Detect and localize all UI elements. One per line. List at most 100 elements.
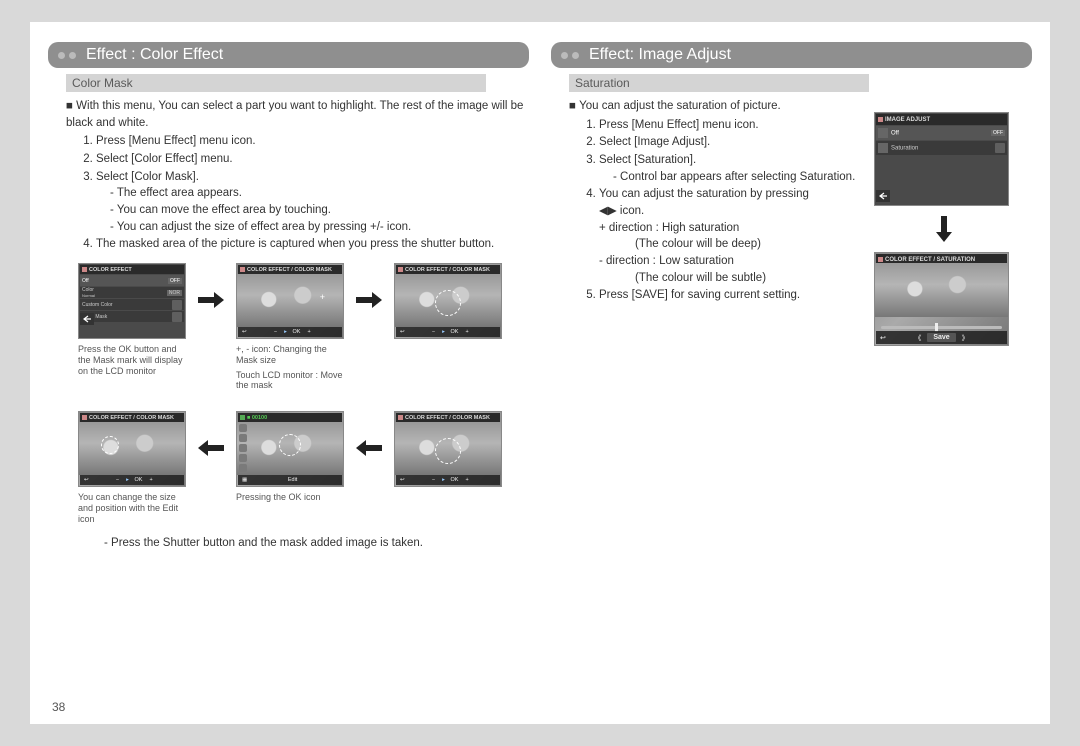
left-footer-note: Press the Shutter button and the mask ad… — [48, 535, 529, 552]
ia-header-text: IMAGE ADJUST — [885, 117, 930, 123]
left-title-bar: Effect : Color Effect — [48, 42, 529, 68]
screen-color-effect-menu: COLOR EFFECT Off OFF ColorNormalNOR Custo… — [78, 263, 186, 339]
slider-left-icon: 《 — [914, 333, 921, 343]
photo-footer: ▦ Edit — [238, 475, 342, 485]
screen-mask-3: COLOR EFFECT / COLOR MASK ↩ − ▸ OK + — [394, 411, 502, 487]
r-step-4-minus: - direction : Low saturation — [599, 255, 734, 267]
r-step-2: Select [Image Adjust]. — [599, 134, 871, 151]
sat-value-icon — [995, 143, 1005, 153]
arrow-right-icon — [196, 289, 226, 314]
photo-footer: ↩ − ▸ OK + — [238, 327, 342, 337]
menu-icon: ▦ — [240, 477, 249, 483]
menu-row-mask: Color Mask — [80, 311, 184, 322]
photo-footer: ↩ − ▸ OK + — [396, 475, 500, 485]
caption-2a: +, - icon: Changing the Mask size — [236, 344, 344, 366]
menu-off-label: Off — [82, 278, 89, 284]
r-step-4: You can adjust the saturation by pressin… — [599, 186, 871, 286]
ok-button: OK — [290, 329, 302, 335]
menu-rows: Off OFF ColorNormalNOR Custom Color Color… — [80, 275, 184, 323]
arrow-down-icon — [874, 214, 1014, 244]
screen-mask-2: COLOR EFFECT / COLOR MASK ↩ − ▸ OK + — [394, 263, 502, 339]
caption-row-1: Press the OK button and the Mask mark wi… — [78, 341, 529, 391]
right-column: Effect: Image Adjust Saturation ■ You ca… — [551, 42, 1032, 551]
photo-footer: ↩ − ▸ OK + — [396, 327, 500, 337]
menu-custom-label: Custom Color — [82, 302, 113, 308]
step-4: The masked area of the picture is captur… — [96, 236, 529, 253]
bullet-square-icon: ■ — [66, 100, 76, 112]
screens-row-1: COLOR EFFECT Off OFF ColorNormalNOR Custo… — [78, 263, 529, 339]
photo-couple — [79, 422, 185, 475]
screen-mask-4: ■ 00100 ▦ Edit — [236, 411, 344, 487]
back-arrow-icon: ↩ — [398, 329, 407, 335]
caption-1: Press the OK button and the Mask mark wi… — [78, 344, 186, 391]
ia-row-sat: Saturation — [876, 141, 1007, 155]
photo-footer: ↩ − ▸ OK + — [80, 475, 184, 485]
page-number: 38 — [52, 700, 65, 714]
photo-header: ■ 00100 — [238, 413, 342, 422]
two-column-layout: Effect : Color Effect Color Mask ■ With … — [48, 42, 1032, 551]
minus-button: − — [430, 477, 437, 483]
mask-circle-icon — [435, 290, 461, 316]
manual-page: Effect : Color Effect Color Mask ■ With … — [30, 22, 1050, 724]
back-arrow-icon: ↩ — [82, 477, 91, 483]
title-dots — [58, 52, 76, 59]
photo-couple — [875, 263, 1008, 317]
arrow-left-icon — [196, 437, 226, 462]
right-subtitle: Saturation — [575, 76, 630, 90]
ia-sat-label: Saturation — [891, 146, 918, 152]
sat-header-text: COLOR EFFECT / SATURATION — [885, 257, 975, 263]
minus-button: − — [272, 329, 279, 335]
left-title: Effect : Color Effect — [86, 46, 223, 64]
ok-button: OK — [132, 477, 144, 483]
footer-note-text: Press the Shutter button and the mask ad… — [104, 535, 529, 552]
ok-button: OK — [448, 329, 460, 335]
bullet-square-icon: ■ — [569, 100, 579, 112]
plus-button: + — [305, 329, 312, 335]
r-step-4-plus: + direction : High saturation — [599, 222, 739, 234]
saturation-slider — [881, 326, 1002, 329]
edit-button: Edit — [286, 477, 299, 483]
back-arrow-icon: ↩ — [240, 329, 249, 335]
left-subtitle-bar: Color Mask — [66, 74, 486, 92]
title-dots — [561, 52, 579, 59]
step-3-text: Select [Color Mask]. — [96, 171, 199, 183]
step-3a: The effect area appears. — [110, 185, 529, 202]
left-body: ■ With this menu, You can select a part … — [48, 98, 529, 253]
r-step-3a: Control bar appears after selecting Satu… — [613, 169, 871, 186]
plus-button: + — [463, 329, 470, 335]
left-intro: With this menu, You can select a part yo… — [66, 100, 523, 129]
left-subtitle: Color Mask — [72, 76, 133, 90]
r-step-4-text: You can adjust the saturation by pressin… — [599, 188, 809, 200]
color-mask-icon — [172, 312, 182, 322]
arrow-right-icon — [354, 289, 384, 314]
menu-normal-label: Normal — [82, 293, 95, 298]
left-column: Effect : Color Effect Color Mask ■ With … — [48, 42, 529, 551]
photo-header-text: COLOR EFFECT / COLOR MASK — [89, 415, 174, 421]
menu-off-tag: OFF — [168, 278, 182, 284]
r-step-5: Press [SAVE] for saving current setting. — [599, 287, 871, 304]
r-step-3-sub: Control bar appears after selecting Satu… — [599, 169, 871, 186]
menu-row-custom: Custom Color — [80, 299, 184, 310]
caption-2: +, - icon: Changing the Mask size Touch … — [236, 344, 344, 391]
screens-row-2: COLOR EFFECT / COLOR MASK ↩ − ▸ OK + ■ 0… — [78, 411, 529, 487]
menu-row-color: ColorNormalNOR — [80, 287, 184, 298]
minus-button: − — [114, 477, 121, 483]
r-step-4-icon: ◀▶ icon. — [599, 205, 644, 217]
r-step-1: Press [Menu Effect] menu icon. — [599, 117, 871, 134]
screen-mask-1: COLOR EFFECT / COLOR MASK + ↩ − ▸ OK + — [236, 263, 344, 339]
photo-header: COLOR EFFECT / COLOR MASK — [80, 413, 184, 422]
ia-rows: OffOFF Saturation — [876, 126, 1007, 156]
photo-header: COLOR EFFECT / COLOR MASK — [396, 265, 500, 274]
photo-header: COLOR EFFECT / COLOR MASK — [396, 413, 500, 422]
minus-button: − — [430, 329, 437, 335]
saturation-icon — [878, 143, 888, 153]
step-2: Select [Color Effect] menu. — [96, 151, 529, 168]
right-title-bar: Effect: Image Adjust — [551, 42, 1032, 68]
ia-row-off: OffOFF — [876, 126, 1007, 140]
mask-center-icon: + — [320, 292, 325, 302]
r-step-4-minus-sub: (The colour will be subtle) — [599, 270, 871, 287]
menu-header: COLOR EFFECT — [80, 265, 184, 274]
menu-header-text: COLOR EFFECT — [89, 267, 132, 273]
ia-off-tag: OFF — [991, 130, 1005, 136]
photo-header-text: COLOR EFFECT / COLOR MASK — [405, 415, 490, 421]
